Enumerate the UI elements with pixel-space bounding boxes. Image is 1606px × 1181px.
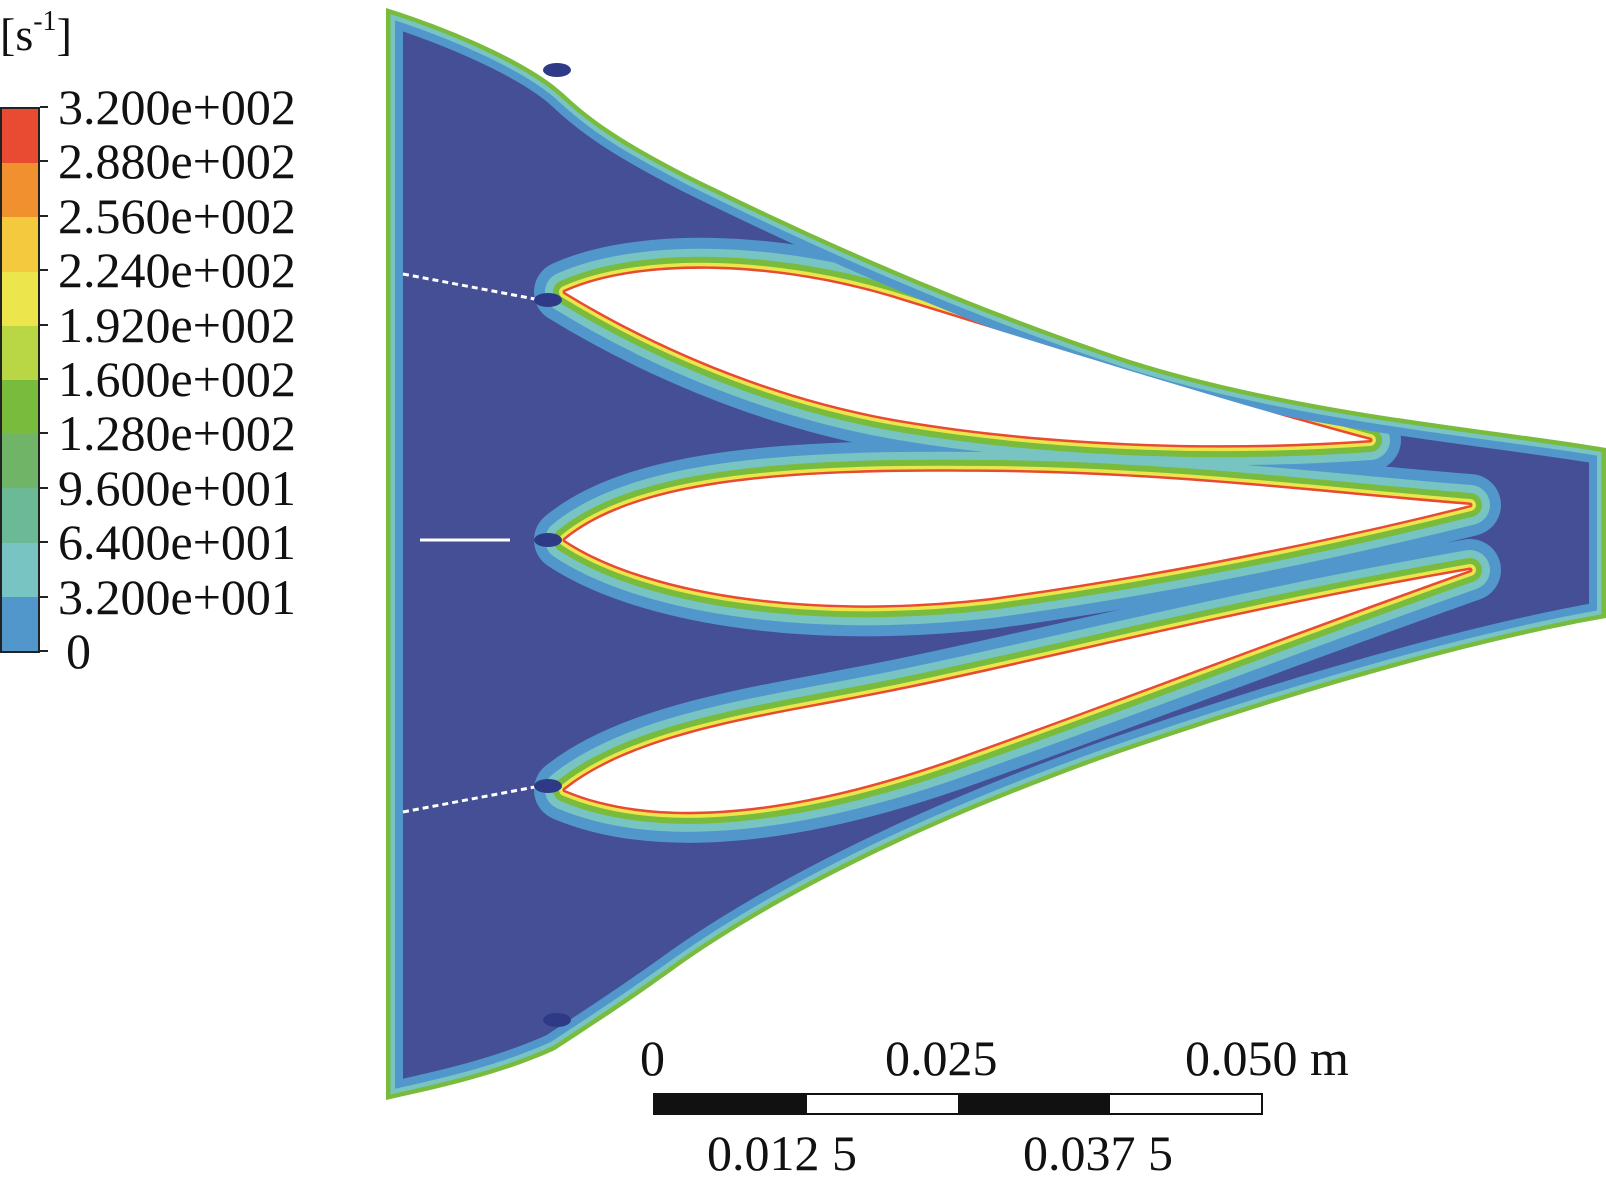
legend-swatch-8 xyxy=(2,542,38,597)
legend-tick xyxy=(40,432,48,435)
legend-tick xyxy=(40,541,48,544)
legend-swatch-5 xyxy=(2,380,38,435)
blockage-2 xyxy=(565,570,1470,812)
legend-swatch-2 xyxy=(2,217,38,272)
splitter-line-0 xyxy=(402,272,541,302)
scale-bar-segment-2 xyxy=(958,1095,1110,1113)
legend-swatch-0 xyxy=(2,109,38,164)
legend-swatch-7 xyxy=(2,488,38,543)
blockage-0 xyxy=(565,268,1370,446)
legend-label: 3.200e+002 xyxy=(58,79,296,135)
splitter-line-2 xyxy=(402,784,541,814)
legend-tick xyxy=(40,160,48,163)
stagnation-spot-0 xyxy=(534,293,562,307)
legend-label: 2.240e+002 xyxy=(58,242,296,299)
legend-label: 1.600e+002 xyxy=(58,351,296,407)
legend-label: 1.920e+002 xyxy=(58,296,296,353)
legend-swatch-3 xyxy=(2,271,38,326)
legend-label: 2.560e+002 xyxy=(58,187,296,244)
legend-label: 6.400e+001 xyxy=(58,514,296,571)
legend-tick xyxy=(40,106,48,108)
legend-tick xyxy=(40,323,48,326)
legend-label: 9.600e+001 xyxy=(58,459,296,516)
legend-label: 3.200e+001 xyxy=(58,568,296,625)
legend-swatch-4 xyxy=(2,325,38,381)
legend-swatch-1 xyxy=(2,163,38,218)
scale-label-0: 0 xyxy=(640,1030,665,1086)
scale-label-0-050: 0.050 m xyxy=(1185,1030,1349,1086)
legend-tick xyxy=(40,378,48,380)
legend-unit: [s-1] xyxy=(0,6,72,60)
legend-tick xyxy=(40,214,48,217)
scale-label-0-0125: 0.012 5 xyxy=(707,1125,857,1181)
legend-tick xyxy=(40,486,48,489)
stagnation-spot-2 xyxy=(534,779,562,793)
scale-label-0-025: 0.025 xyxy=(885,1030,998,1086)
color-legend-bar xyxy=(0,107,40,653)
scale-bar-segment-3 xyxy=(1109,1095,1261,1113)
legend-tick xyxy=(40,269,48,272)
legend-label: 1.280e+002 xyxy=(58,405,296,462)
stagnation-spot-3 xyxy=(543,63,571,77)
scale-bar xyxy=(653,1093,1263,1115)
stagnation-spot-4 xyxy=(543,1013,571,1027)
internal-wall-lines xyxy=(402,63,571,1027)
stagnation-spot-1 xyxy=(534,533,562,547)
blockage-1 xyxy=(565,471,1470,606)
legend-label: 0 xyxy=(66,623,91,679)
legend-tick xyxy=(40,595,48,598)
legend-swatch-6 xyxy=(2,434,38,489)
scale-bar-segment-1 xyxy=(806,1095,958,1113)
legend-tick xyxy=(40,650,48,652)
legend-swatch-9 xyxy=(2,596,38,652)
scale-label-0-0375: 0.037 5 xyxy=(1023,1125,1173,1181)
scale-bar-segment-0 xyxy=(655,1095,807,1113)
legend-label: 2.880e+002 xyxy=(58,133,296,190)
